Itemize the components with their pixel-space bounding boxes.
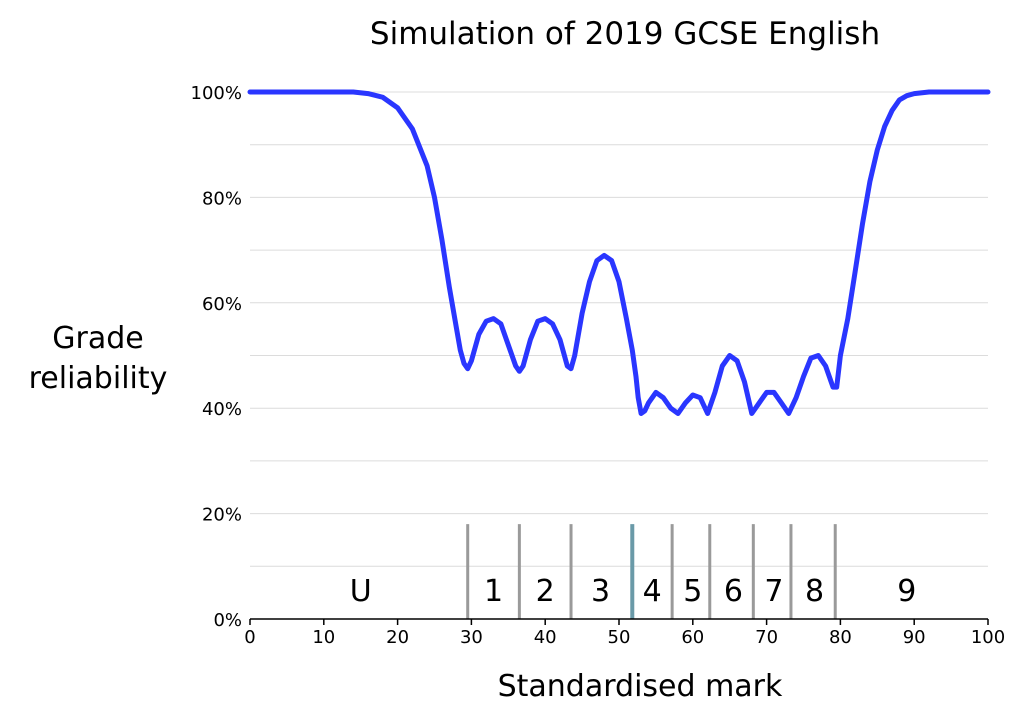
x-tick-label: 70 (755, 627, 778, 648)
x-tick-label: 0 (244, 627, 255, 648)
x-tick-label: 30 (460, 627, 483, 648)
y-tick-label: 60% (202, 294, 242, 315)
y-tick-label: 80% (202, 188, 242, 209)
y-axis-label-line1: Grade (52, 321, 143, 356)
chart-title: Simulation of 2019 GCSE English (370, 16, 880, 52)
grade-label: 1 (484, 574, 503, 609)
x-tick-label: 100 (971, 627, 1005, 648)
x-tick-label: 80 (829, 627, 852, 648)
y-tick-labels: 0% 20% 40% 60% 80% 100% (191, 83, 242, 631)
grade-label: 9 (897, 574, 916, 609)
y-tick-label: 40% (202, 399, 242, 420)
y-tick-label: 0% (213, 610, 242, 631)
y-tick-label: 100% (191, 83, 242, 104)
grade-label: 4 (643, 574, 662, 609)
grade-label: 6 (724, 574, 743, 609)
gridlines (250, 91, 988, 567)
grade-label: 2 (536, 574, 555, 609)
x-axis-label: Standardised mark (498, 669, 783, 704)
x-tick-label: 20 (386, 627, 409, 648)
grade-label: 7 (764, 574, 783, 609)
grade-label: 3 (591, 574, 610, 609)
y-axis-label-line2: reliability (29, 361, 168, 396)
x-tick-labels: 0 10 20 30 40 50 60 70 80 90 100 (244, 619, 1005, 648)
x-tick-label: 10 (312, 627, 335, 648)
grade-label: 5 (683, 574, 702, 609)
x-tick-label: 90 (903, 627, 926, 648)
reliability-curve (247, 89, 991, 416)
x-tick-label: 60 (681, 627, 704, 648)
x-tick-label: 50 (608, 627, 631, 648)
x-tick-label: 40 (534, 627, 557, 648)
grade-label: U (350, 574, 372, 609)
grade-boundaries (466, 524, 837, 619)
y-tick-label: 20% (202, 505, 242, 526)
grade-label: 8 (805, 574, 824, 609)
